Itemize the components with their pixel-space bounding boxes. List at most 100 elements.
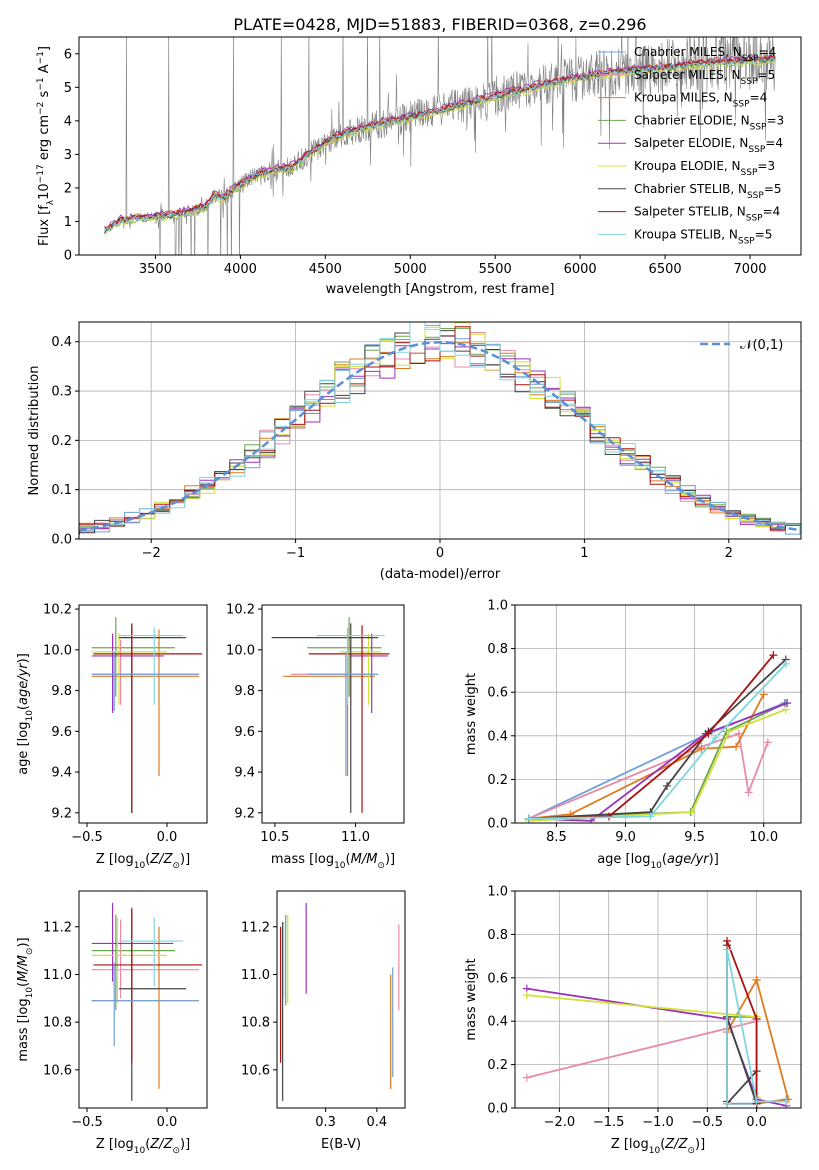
x-axis-label: wavelength [Angstrom, rest frame]	[326, 282, 555, 297]
x-tick-label: 11.0	[341, 830, 370, 845]
y-tick-label: 10.0	[226, 643, 255, 658]
y-tick-label: 0.6	[487, 971, 508, 986]
y-tick-label: 10.8	[43, 1016, 72, 1031]
y-tick-label: 9.2	[51, 806, 72, 821]
model-spectrum-line	[104, 57, 776, 232]
x-tick-label: 0.0	[746, 1115, 767, 1130]
weight-marker	[646, 812, 655, 821]
y-tick-label: 0.0	[487, 1102, 508, 1117]
weight-vs-Z-axes: −2.0 −1.5 −1.0 −0.5 0.0 0.0 0.2 0.4 0.6 0.8 1.0 Z […	[464, 885, 802, 1156]
y-tick-label: 0.0	[51, 533, 72, 548]
y-tick-label: 0.4	[487, 1015, 508, 1030]
legend-entry: Chabrier MILES, NSSP=4	[634, 45, 776, 64]
y-tick-label: 9.4	[234, 766, 255, 781]
y-tick-label: 3	[64, 148, 72, 163]
legend-entry: Salpeter ELODIE, NSSP=4	[634, 136, 783, 155]
weight-line	[528, 654, 775, 820]
x-axis-label: Z [log10(Z/Z⊙)]	[96, 1137, 190, 1156]
weight-marker	[723, 945, 732, 954]
weight-vs-age-axes-frame	[514, 604, 802, 824]
y-axis-label: Normed distribution	[27, 366, 42, 496]
y-tick-label: 0.8	[487, 642, 508, 657]
y-tick-label: 0.4	[51, 335, 72, 350]
y-tick-label: 9.4	[51, 766, 72, 781]
weight-marker	[769, 651, 778, 660]
x-tick-label: 0.0	[157, 830, 178, 845]
y-tick-label: 9.6	[51, 725, 72, 740]
spectrum-axes-frame	[78, 36, 802, 256]
x-tick-label: 8.5	[546, 830, 567, 845]
weight-marker	[524, 814, 533, 823]
observed-spectrum	[104, 37, 776, 255]
x-tick-label: 0.3	[315, 1115, 336, 1130]
weight-marker	[763, 738, 772, 747]
y-axis-label: mass weight	[464, 958, 479, 1040]
model-spectrum-line	[104, 57, 776, 232]
x-tick-label: 6000	[564, 262, 597, 277]
weight-line	[526, 987, 787, 1107]
mass-vs-Z-axes-frame	[78, 890, 208, 1109]
x-tick-label: 10.0	[749, 830, 778, 845]
age-vs-Z-axes: −0.5 0.0 9.2 9.4 9.6 9.8 10.0 10.2 Z [log10(Z/Z⊙…	[16, 603, 208, 871]
weight-marker	[723, 936, 732, 945]
y-axis-label: mass weight	[464, 673, 479, 755]
x-tick-label: −2	[142, 546, 161, 561]
y-tick-label: 10.6	[43, 1063, 72, 1078]
x-tick-label: −0.5	[71, 830, 103, 845]
weight-vs-age-axes: 8.5 9.0 9.5 10.0 0.0 0.2 0.4 0.6 0.8 1.0 age [log1…	[464, 599, 802, 871]
legend-entry: 𝒩(0,1)	[740, 338, 783, 353]
age-vs-Z-axes-plot	[91, 617, 203, 813]
y-tick-label: 11.0	[241, 968, 270, 983]
legend-entry: Kroupa ELODIE, NSSP=3	[634, 159, 775, 178]
weight-marker	[704, 729, 713, 738]
y-tick-label: 0.1	[51, 483, 72, 498]
y-axis-label: mass [log10(M/M⊙)]	[16, 937, 35, 1061]
y-tick-label: 9.6	[234, 725, 255, 740]
x-tick-label: 5500	[479, 262, 512, 277]
legend-entry: Chabrier STELIB, NSSP=5	[634, 182, 782, 201]
x-tick-label: −1.5	[593, 1115, 625, 1130]
x-tick-label: −1	[286, 546, 305, 561]
weight-line	[528, 658, 787, 820]
y-tick-label: 11.2	[241, 920, 270, 935]
mass-vs-ebv-axes-frame	[276, 890, 406, 1109]
mass-vs-ebv-axes-plot	[279, 902, 400, 1101]
x-tick-label: 2	[725, 546, 733, 561]
y-tick-label: 0	[64, 249, 72, 264]
weight-line	[528, 663, 787, 820]
mass-vs-ebv-axes: 0.3 0.4 10.6 10.8 11.0 11.2 E(B-V)	[241, 890, 406, 1152]
x-tick-label: 4000	[224, 262, 257, 277]
weight-vs-age-axes-plot	[524, 651, 792, 823]
age-vs-mass-axes-frame	[261, 604, 405, 824]
weight-marker	[732, 742, 741, 751]
legend-entry: Kroupa STELIB, NSSP=5	[634, 227, 772, 246]
y-tick-label: 0.4	[487, 729, 508, 744]
y-tick-label: 10.0	[43, 643, 72, 658]
y-axis-label: Flux [fλ10−17 erg cm−2 s−1 A−1]	[36, 46, 56, 246]
x-tick-label: 0	[436, 546, 444, 561]
weight-marker	[662, 781, 671, 790]
weight-marker	[723, 1099, 732, 1108]
legend-entry: Salpeter STELIB, NSSP=4	[634, 205, 780, 224]
legend-entry: Salpeter MILES, NSSP=5	[634, 68, 775, 87]
y-tick-label: 0.6	[487, 686, 508, 701]
x-axis-label: Z [log10(Z/Z⊙)]	[611, 1137, 705, 1156]
x-axis-label: mass [log10(M/M⊙)]	[271, 852, 395, 871]
weight-line	[526, 1020, 757, 1079]
weight-marker	[725, 727, 734, 736]
weight-marker	[752, 1015, 761, 1024]
legend-entry: Kroupa MILES, NSSP=4	[634, 91, 767, 110]
x-tick-label: 7000	[733, 262, 766, 277]
weight-marker	[781, 659, 790, 668]
x-tick-label: 10.5	[260, 830, 289, 845]
y-tick-label: 10.2	[226, 603, 255, 618]
x-tick-label: −1.0	[642, 1115, 674, 1130]
age-vs-mass-axes-plot	[271, 617, 390, 813]
y-tick-label: 1.0	[487, 599, 508, 614]
y-tick-label: 0.8	[487, 928, 508, 943]
x-axis-label: E(B-V)	[321, 1137, 361, 1152]
weight-vs-Z-axes-plot	[522, 936, 793, 1108]
weight-marker	[752, 975, 761, 984]
y-tick-label: 9.2	[234, 806, 255, 821]
mass-vs-Z-axes: −0.5 0.0 10.6 10.8 11.0 11.2 Z [log10(Z/Z⊙)] ma…	[16, 890, 208, 1156]
